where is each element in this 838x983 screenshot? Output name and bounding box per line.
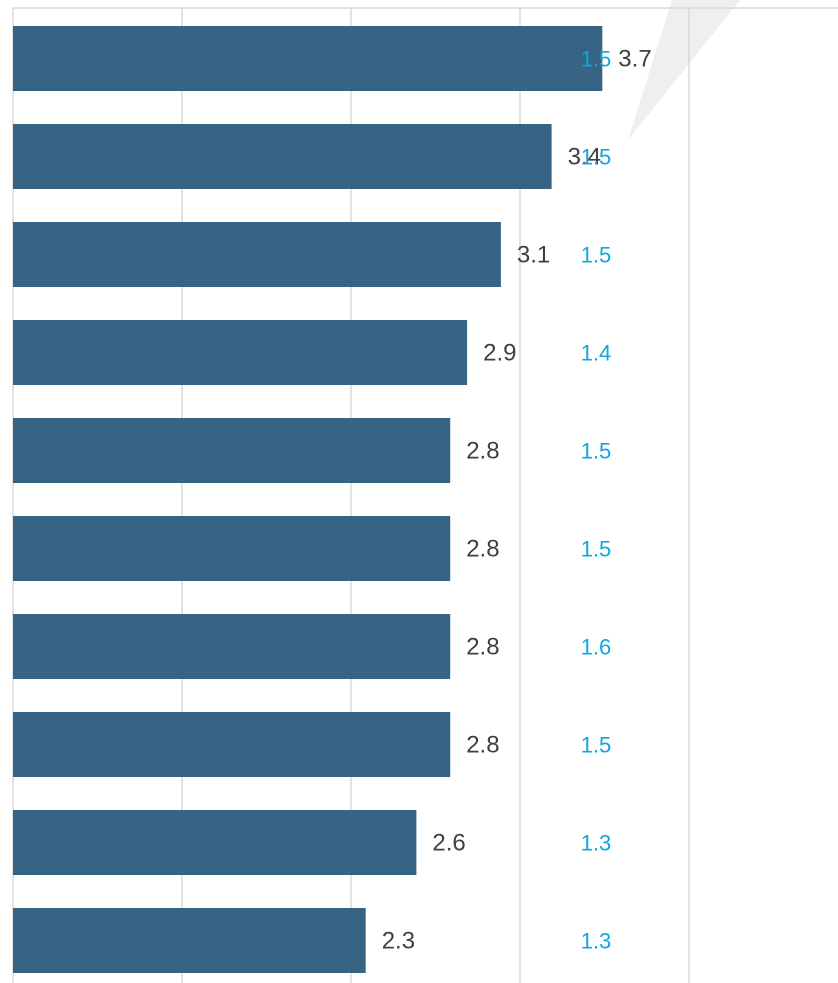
- bar-7: [13, 614, 451, 679]
- bar-value-label-7: 2.8: [466, 634, 499, 661]
- bar-value-label-6: 2.8: [466, 536, 499, 563]
- bar-8: [13, 712, 451, 777]
- comparison-value-5: 1.5: [581, 439, 612, 464]
- comparison-labels: 1.5 1.5 1.5 1.4 1.5 1.5 1.6 1.5 1.3 1.3: [581, 47, 612, 954]
- bar-value-label-3: 3.1: [517, 242, 550, 269]
- bar-1: [13, 26, 603, 91]
- bar-6: [13, 516, 451, 581]
- bar-4: [13, 320, 468, 385]
- bar-3: [13, 222, 501, 287]
- comparison-value-10: 1.3: [581, 929, 612, 954]
- comparison-value-2: 1.5: [581, 145, 612, 170]
- comparison-value-7: 1.6: [581, 635, 612, 660]
- comparison-value-6: 1.5: [581, 537, 612, 562]
- bar-5: [13, 418, 451, 483]
- bar-2: [13, 124, 552, 189]
- bar-9: [13, 810, 417, 875]
- comparison-value-8: 1.5: [581, 733, 612, 758]
- bar-value-label-1: 3.7: [618, 46, 651, 73]
- bar-value-label-2: 3.4: [568, 144, 601, 171]
- value-labels: 3.7 3.4 3.1 2.9 2.8 2.8 2.8 2.8 2.6 2.3: [382, 46, 652, 955]
- bar-value-label-4: 2.9: [483, 340, 516, 367]
- bar-10: [13, 908, 366, 973]
- bar-value-label-9: 2.6: [432, 830, 465, 857]
- comparison-value-3: 1.5: [581, 243, 612, 268]
- bar-value-label-5: 2.8: [466, 438, 499, 465]
- bar-value-label-8: 2.8: [466, 732, 499, 759]
- comparison-value-1: 1.5: [581, 47, 612, 72]
- comparison-value-9: 1.3: [581, 831, 612, 856]
- callout-pointer: [628, 0, 740, 140]
- comparison-value-4: 1.4: [581, 341, 612, 366]
- bar-value-label-10: 2.3: [382, 928, 415, 955]
- bars: [13, 26, 603, 973]
